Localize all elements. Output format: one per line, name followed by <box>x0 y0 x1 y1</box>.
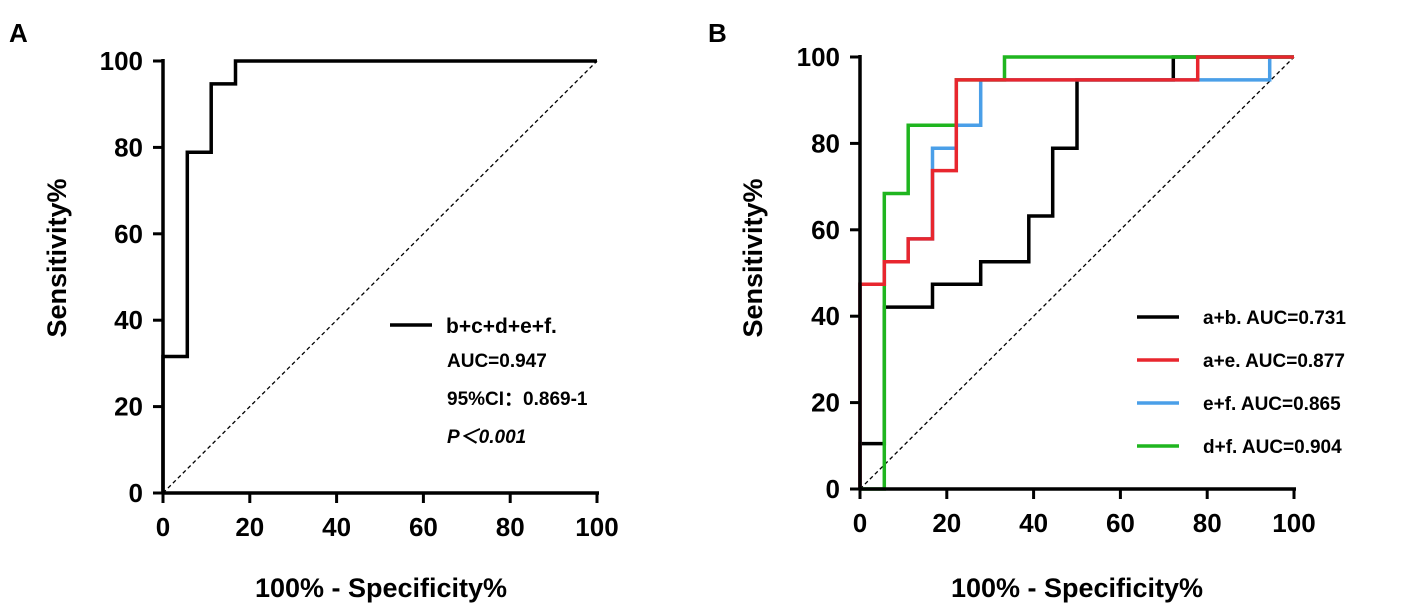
panel-a-legend-entry-0: b+c+d+e+f. <box>446 315 557 338</box>
panel-a-x-tick-label-1: 20 <box>235 512 264 542</box>
panel-b-y-tick-label-4: 80 <box>811 128 840 158</box>
panel-a-y-tick-label-2: 40 <box>114 305 143 335</box>
panel-a-y-tick-label-1: 20 <box>114 392 143 422</box>
panel-b-x-tick-label-1: 20 <box>932 508 961 538</box>
panel-b-y-axis-title: Sensitivity% <box>738 178 768 337</box>
panel-a-y-axis-title: Sensitivity% <box>42 178 72 337</box>
panel-a-legend: b+c+d+e+f. AUC=0.947 95%CI：0.869-1 P＜0.0… <box>390 315 588 448</box>
panel-a-chart: A Sensitivity% 100% - Specificity% b+c+d… <box>9 18 619 603</box>
panel-b-chart: B Sensitivity% 100% - Specificity% a+b. … <box>708 18 1346 603</box>
panel-a-x-tick-label-5: 100 <box>575 512 618 542</box>
panel-b-label: B <box>708 18 727 48</box>
panel-a-ci-annotation: 95%CI：0.869-1 <box>447 389 588 410</box>
panel-a-y-tick-label-0: 0 <box>129 478 143 508</box>
panel-b-x-axis-title: 100% - Specificity% <box>951 573 1203 603</box>
panel-b-legend-entry-1: e+f. AUC=0.865 <box>1203 394 1341 415</box>
panel-a-x-tick-label-2: 40 <box>322 512 351 542</box>
panel-a-p-annotation: P＜0.001 <box>447 427 526 448</box>
panel-a-y-tick-label-5: 100 <box>100 46 143 76</box>
panel-b-legend-entry-0: a+b. AUC=0.731 <box>1203 308 1346 329</box>
panel-b-x-tick-label-2: 40 <box>1019 508 1048 538</box>
panel-b-x-tick-label-5: 100 <box>1272 508 1315 538</box>
panel-a-auc-annotation: AUC=0.947 <box>447 351 547 372</box>
panel-a-label: A <box>9 18 28 48</box>
panel-a-reference-diagonal <box>162 60 598 494</box>
panel-a-x-tick-label-4: 80 <box>496 512 525 542</box>
panel-a-y-tick-label-3: 60 <box>114 219 143 249</box>
panel-b-y-tick-label-0: 0 <box>826 474 840 504</box>
panel-a-y-tick-label-4: 80 <box>114 132 143 162</box>
panel-b-legend-entry-3: a+e. AUC=0.877 <box>1203 351 1345 372</box>
panel-b-x-tick-label-4: 80 <box>1193 508 1222 538</box>
panel-b-y-tick-label-3: 60 <box>811 215 840 245</box>
panel-a-x-tick-label-3: 60 <box>409 512 438 542</box>
panel-b-series-line-2 <box>860 55 1294 491</box>
panel-b-y-tick-label-5: 100 <box>797 42 840 72</box>
panel-b-legend: a+b. AUC=0.731 a+e. AUC=0.877 e+f. AUC=0.8… <box>1137 308 1346 458</box>
panel-a-x-tick-label-0: 0 <box>156 512 170 542</box>
panel-b-series-line-3 <box>858 55 1294 489</box>
panel-b-y-tick-label-1: 20 <box>811 388 840 418</box>
panel-a-series-line-0 <box>161 59 597 493</box>
panel-b-x-tick-label-3: 60 <box>1106 508 1135 538</box>
panel-b-x-tick-label-0: 0 <box>853 508 867 538</box>
panel-b-legend-entry-2: d+f. AUC=0.904 <box>1203 437 1342 458</box>
panel-b-y-tick-label-2: 40 <box>811 301 840 331</box>
panel-a-x-axis-title: 100% - Specificity% <box>255 573 507 603</box>
